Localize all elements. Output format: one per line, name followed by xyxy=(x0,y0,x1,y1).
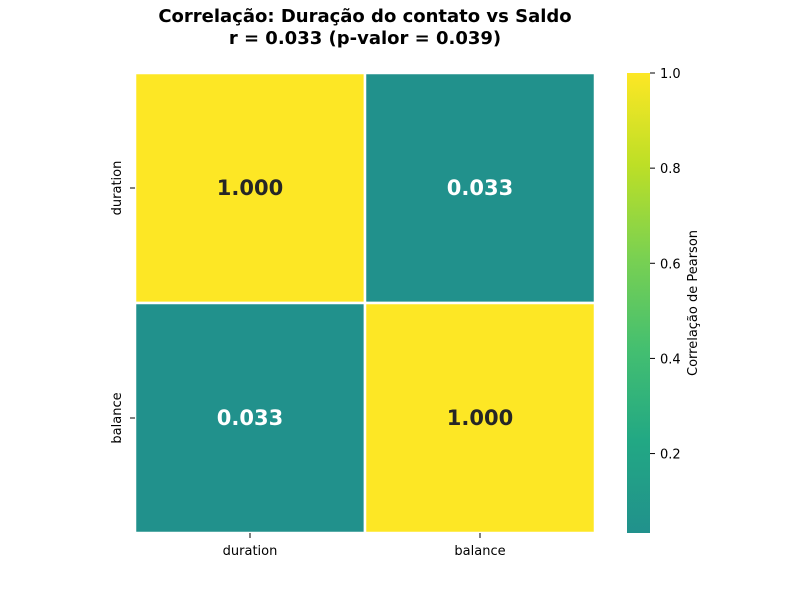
y-tick-label: duration xyxy=(110,161,125,216)
y-axis: duration balance xyxy=(110,161,135,444)
colorbar-gradient xyxy=(627,73,650,533)
heatmap-cell-label-balance-balance: 1.000 xyxy=(447,406,513,430)
heatmap-cell-label-duration-balance: 0.033 xyxy=(447,176,513,200)
heatmap-cell-labels: 1.000 0.033 0.033 1.000 xyxy=(217,176,513,430)
colorbar-tick-label: 0.8 xyxy=(660,162,681,177)
heatmap-cell-duration-balance xyxy=(363,71,597,305)
y-tick-label: balance xyxy=(110,392,125,443)
colorbar-label: Correlação de Pearson xyxy=(686,230,701,376)
heatmap-cell-duration-duration xyxy=(133,71,367,305)
colorbar-tick-label: 0.4 xyxy=(660,352,681,367)
chart-title-line2: r = 0.033 (p-valor = 0.039) xyxy=(229,28,501,49)
x-tick-label: duration xyxy=(223,544,278,559)
heatmap-cell-balance-balance xyxy=(363,301,597,535)
colorbar-tick-label: 0.6 xyxy=(660,257,681,272)
heatmap-cells xyxy=(133,71,597,535)
colorbar-ticks: 0.2 0.4 0.6 0.8 1.0 xyxy=(650,67,681,463)
colorbar xyxy=(627,73,650,533)
chart-title-line1: Correlação: Duração do contato vs Saldo xyxy=(158,6,571,27)
x-tick-label: balance xyxy=(454,544,505,559)
heatmap-cell-label-duration-duration: 1.000 xyxy=(217,176,283,200)
colorbar-tick-label: 1.0 xyxy=(660,67,681,82)
colorbar-tick-label: 0.2 xyxy=(660,448,681,463)
x-axis: duration balance xyxy=(223,533,506,559)
heatmap-cell-label-balance-duration: 0.033 xyxy=(217,406,283,430)
heatmap-cell-balance-duration xyxy=(133,301,367,535)
